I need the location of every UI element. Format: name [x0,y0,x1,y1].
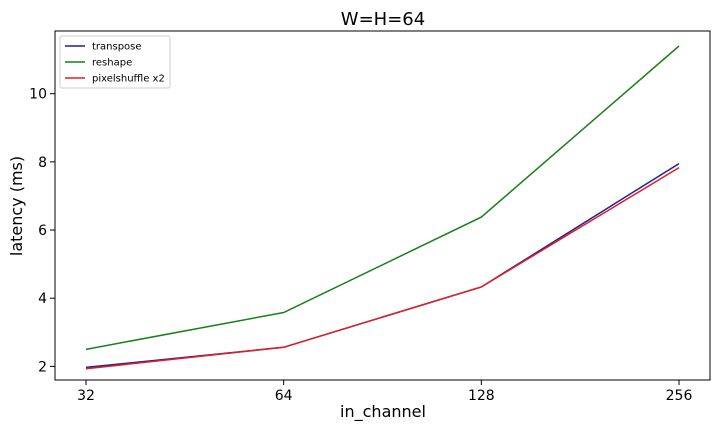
legend-label: transpose [92,42,142,53]
x-tick-label: 256 [666,388,693,404]
y-tick-label: 4 [38,291,47,307]
x-tick-label: 128 [468,388,495,404]
legend-label: reshape [92,58,132,69]
chart-title: W=H=64 [341,9,425,30]
legend-box [59,35,171,89]
plot-area-frame [54,30,711,381]
series-line-reshape [85,45,680,351]
y-axis-title: latency (ms) [7,156,26,256]
y-tick-label: 2 [38,359,47,375]
x-axis-title: in_channel [340,402,426,422]
y-tick-label: 8 [38,155,47,171]
y-tick-label: 10 [29,87,47,103]
x-tick-label: 32 [77,388,95,404]
legend-label: pixelshuffle x2 [92,74,165,85]
x-tick-label: 64 [275,388,293,404]
y-tick-label: 6 [38,223,47,239]
series-line-pixelshuffle-x2 [85,167,680,370]
